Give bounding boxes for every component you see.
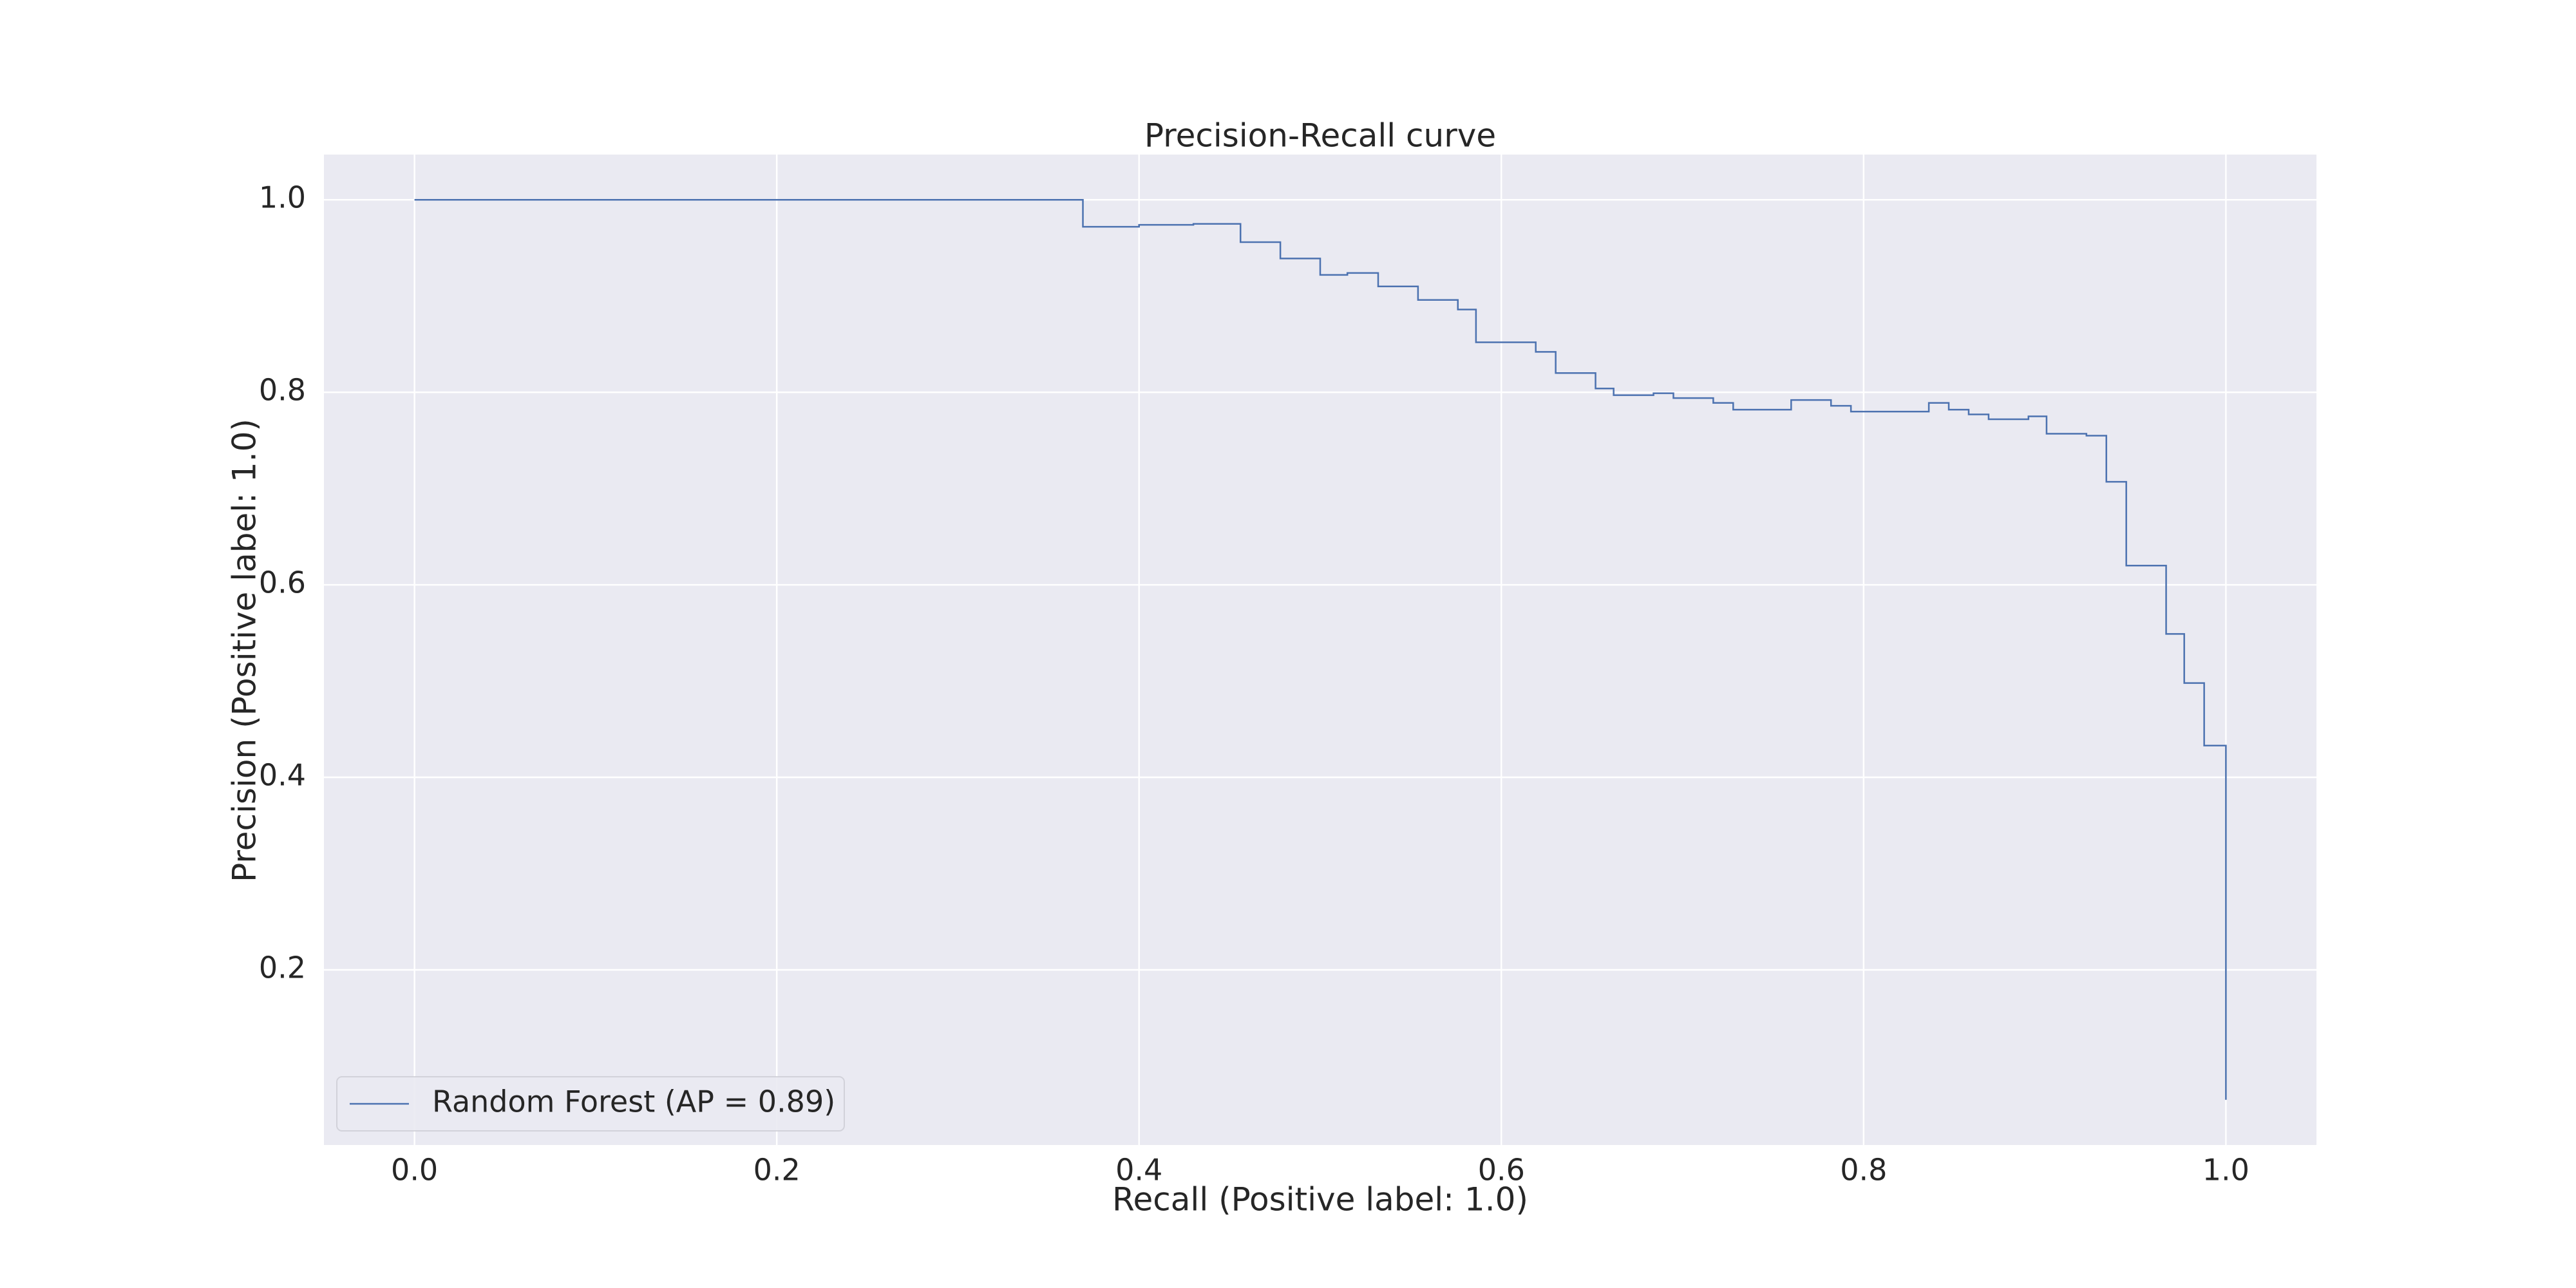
pr-curve — [414, 198, 2227, 1100]
plot-area — [324, 155, 2316, 1145]
legend: Random Forest (AP = 0.89) — [336, 1076, 845, 1132]
y-tick-label: 0.4 — [259, 758, 306, 793]
x-tick-label: 0.4 — [1115, 1153, 1162, 1188]
y-tick-label: 0.6 — [259, 565, 306, 600]
legend-label: Random Forest (AP = 0.89) — [432, 1084, 835, 1119]
x-tick-label: 0.2 — [753, 1153, 800, 1188]
x-tick-label: 0.6 — [1478, 1153, 1525, 1188]
y-tick-label: 0.2 — [259, 950, 306, 985]
ticks: 0.0 0.2 0.4 0.6 0.8 1.0 0.2 0.4 0.6 0.8 1.0 — [259, 180, 2249, 1188]
legend-box — [336, 1076, 845, 1132]
y-tick-label: 0.8 — [259, 373, 306, 408]
y-tick-label: 1.0 — [259, 180, 306, 215]
y-axis-label: Precision (Positive label: 1.0) — [226, 419, 263, 882]
series — [414, 198, 2227, 1100]
x-tick-label: 0.0 — [391, 1153, 438, 1188]
x-axis-label: Recall (Positive label: 1.0) — [1112, 1181, 1528, 1218]
x-tick-label: 1.0 — [2202, 1153, 2249, 1188]
x-tick-label: 0.8 — [1840, 1153, 1887, 1188]
chart-title: Precision-Recall curve — [1144, 117, 1496, 155]
